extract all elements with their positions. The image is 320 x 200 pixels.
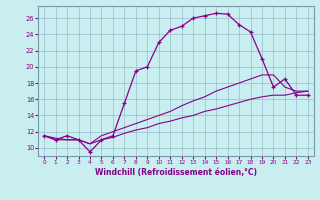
X-axis label: Windchill (Refroidissement éolien,°C): Windchill (Refroidissement éolien,°C) [95, 168, 257, 177]
